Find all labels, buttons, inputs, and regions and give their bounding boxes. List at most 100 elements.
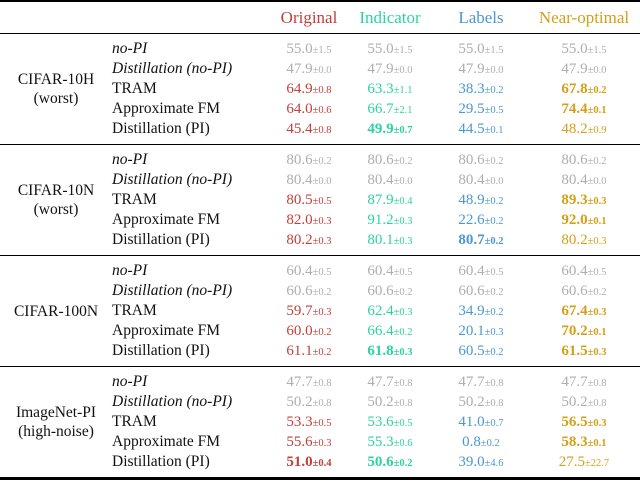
metric-cell: 91.2±0.3: [346, 210, 434, 230]
column-header-original: Original: [280, 8, 338, 27]
metric-cell: 67.4±0.3: [528, 301, 640, 321]
metric-stddev: ±0.5: [312, 418, 332, 429]
table-section: ImageNet-PI (high-noise) no-PI 47.7±0.8 47.7…: [0, 367, 640, 480]
metric-stddev: ±0.8: [312, 85, 332, 96]
dataset-name: ImageNet-PI: [15, 404, 97, 421]
metric-value: 60.4: [561, 263, 588, 279]
metric-stddev: ±0.2: [393, 458, 413, 469]
metric-stddev: ±0.1: [484, 125, 504, 136]
metric-cell: 50.6±0.2: [346, 452, 434, 472]
metric-stddev: ±0.3: [393, 347, 413, 358]
table-body: CIFAR-10H (worst) no-PI 55.0±1.5 55.0±1.5 55.…: [0, 34, 640, 480]
metric-stddev: ±0.1: [587, 438, 607, 449]
metric-stddev: ±0.2: [484, 347, 504, 358]
metric-value: 58.3: [561, 434, 588, 450]
metric-stddev: ±0.2: [587, 156, 607, 167]
metric-value: 64.9: [286, 81, 313, 97]
metric-stddev: ±0.2: [484, 156, 504, 167]
metric-stddev: ±0.2: [484, 216, 504, 227]
metric-value: 60.6: [286, 283, 313, 299]
metric-value: 63.3: [367, 81, 394, 97]
metric-stddev: ±0.1: [587, 327, 607, 338]
method-label: TRAM: [112, 191, 157, 208]
metric-stddev: ±0.8: [312, 398, 332, 409]
table-section: CIFAR-100N no-PI 60.4±0.5 60.4±0.5 60.4±0.5 6…: [0, 256, 640, 367]
metric-value: 80.1: [367, 232, 394, 248]
metric-value: 0.8: [462, 434, 481, 450]
metric-cell: 80.5±0.5: [272, 190, 346, 210]
metric-cell: 47.9±0.0: [272, 59, 346, 79]
column-header-near-optimal: Near-optimal: [538, 8, 630, 27]
metric-cell: 50.2±0.8: [528, 392, 640, 412]
metric-value: 60.6: [367, 283, 394, 299]
metric-stddev: ±0.0: [587, 65, 607, 76]
metric-stddev: ±1.5: [393, 45, 413, 56]
metric-stddev: ±0.8: [484, 378, 504, 389]
metric-stddev: ±0.3: [587, 196, 607, 207]
metric-value: 45.4: [286, 121, 313, 137]
method-label: Distillation (PI): [112, 342, 210, 359]
metric-value: 80.4: [367, 172, 394, 188]
metric-value: 55.0: [286, 41, 313, 57]
metric-stddev: ±0.3: [587, 418, 607, 429]
metric-stddev: ±0.2: [484, 287, 504, 298]
metric-stddev: ±1.5: [312, 45, 332, 56]
metric-cell: 48.9±0.2: [434, 190, 528, 210]
metric-cell: 47.7±0.8: [346, 372, 434, 392]
metric-value: 55.0: [561, 41, 588, 57]
metric-value: 48.9: [458, 192, 485, 208]
metric-cell: 47.7±0.8: [272, 372, 346, 392]
metric-cell: 45.4±0.8: [272, 119, 346, 139]
metric-value: 67.8: [561, 81, 588, 97]
metric-value: 41.0: [458, 414, 485, 430]
dataset-name: CIFAR-100N: [13, 302, 99, 320]
metric-cell: 64.0±0.6: [272, 99, 346, 119]
metric-stddev: ±0.8: [484, 398, 504, 409]
metric-value: 39.0: [458, 454, 485, 470]
metric-stddev: ±2.1: [393, 105, 413, 116]
metric-cell: 29.5±0.5: [434, 99, 528, 119]
metric-stddev: ±0.8: [587, 398, 607, 409]
metric-cell: 55.0±1.5: [272, 39, 346, 59]
metric-value: 55.0: [367, 41, 394, 57]
metric-cell: 58.3±0.1: [528, 432, 640, 452]
metric-value: 53.6: [367, 414, 394, 430]
metric-value: 82.0: [286, 212, 313, 228]
metric-stddev: ±0.3: [312, 438, 332, 449]
metric-value: 22.6: [458, 212, 485, 228]
dataset-name: CIFAR-10H: [17, 71, 95, 88]
metric-stddev: ±0.6: [312, 105, 332, 116]
metric-value: 55.6: [286, 434, 313, 450]
method-label: no-PI: [112, 40, 148, 57]
metric-cell: 60.6±0.2: [346, 281, 434, 301]
metric-stddev: ±0.5: [484, 105, 504, 116]
metric-value: 60.6: [561, 283, 588, 299]
metric-cell: 80.1±0.3: [346, 230, 434, 250]
metric-stddev: ±0.1: [587, 105, 607, 116]
metric-value: 60.5: [458, 343, 485, 359]
metric-value: 55.0: [458, 41, 485, 57]
metric-value: 60.4: [458, 263, 485, 279]
metric-stddev: ±0.8: [587, 378, 607, 389]
metric-cell: 61.1±0.2: [272, 341, 346, 361]
metric-cell: 60.4±0.5: [346, 261, 434, 281]
metric-cell: 47.7±0.8: [434, 372, 528, 392]
metric-stddev: ±0.5: [484, 267, 504, 278]
metric-value: 50.2: [458, 394, 485, 410]
metric-cell: 60.6±0.2: [272, 281, 346, 301]
metric-cell: 41.0±0.7: [434, 412, 528, 432]
metric-stddev: ±0.0: [484, 65, 504, 76]
metric-stddev: ±0.5: [393, 418, 413, 429]
metric-cell: 22.6±0.2: [434, 210, 528, 230]
metric-value: 44.5: [458, 121, 485, 137]
metric-cell: 60.5±0.2: [434, 341, 528, 361]
metric-stddev: ±0.3: [393, 307, 413, 318]
metric-cell: 0.8±0.2: [434, 432, 528, 452]
metric-value: 80.7: [458, 232, 485, 248]
metric-value: 91.2: [367, 212, 394, 228]
metric-value: 20.1: [458, 323, 485, 339]
metric-value: 80.2: [561, 232, 588, 248]
metric-cell: 38.3±0.2: [434, 79, 528, 99]
metric-value: 80.6: [561, 152, 588, 168]
metric-value: 61.5: [561, 343, 588, 359]
